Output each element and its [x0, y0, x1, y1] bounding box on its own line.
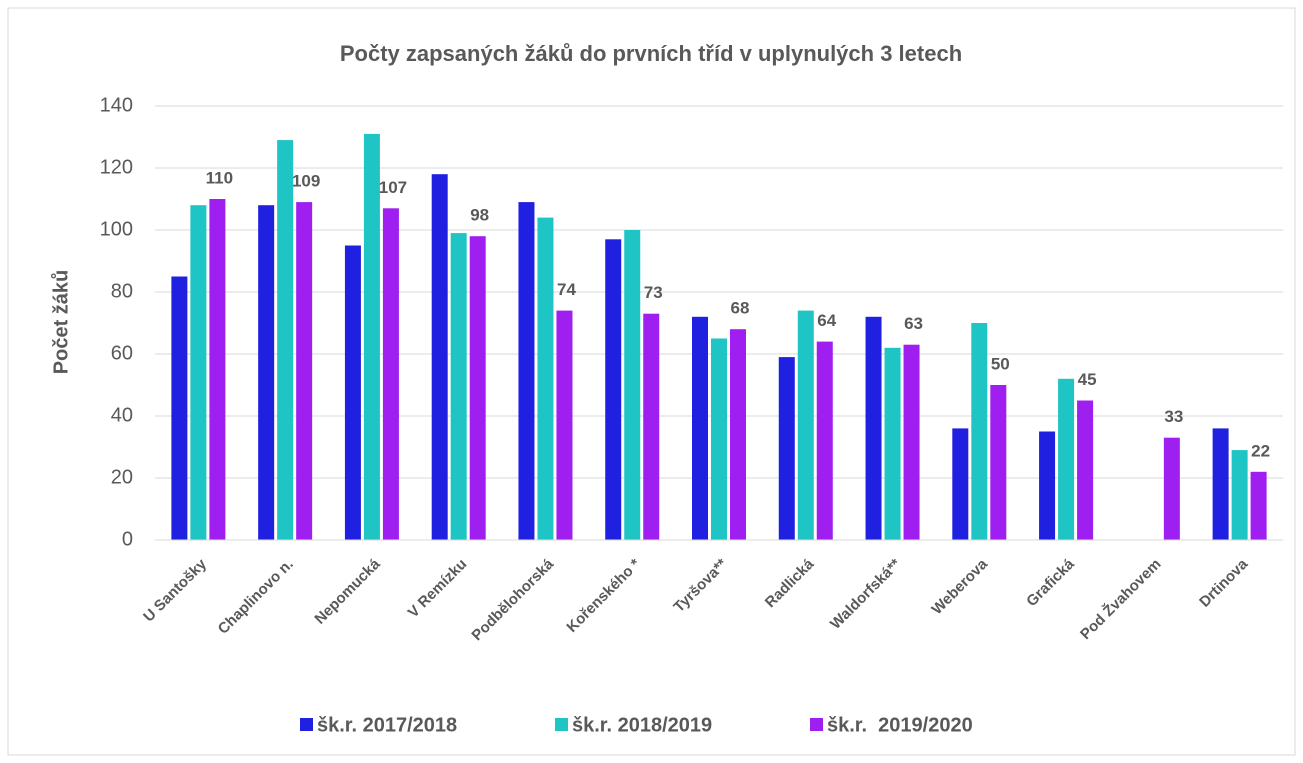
bar: [643, 313, 660, 540]
data-label: 68: [731, 299, 750, 318]
bar: [190, 205, 207, 540]
y-tick-label: 120: [100, 156, 133, 178]
bar: [730, 329, 746, 540]
bar: [363, 133, 380, 540]
bar: [971, 323, 988, 540]
bar: [605, 239, 622, 541]
bar: [556, 310, 573, 540]
y-tick-label: 0: [122, 528, 133, 550]
legend-label: šk.r. 2017/2018: [317, 714, 457, 736]
bar: [1163, 437, 1180, 540]
bar: [344, 245, 361, 540]
y-axis-label: Počet žáků: [50, 270, 72, 374]
bar: [1250, 471, 1267, 540]
data-label: 110: [206, 168, 233, 187]
bar: [258, 205, 275, 540]
data-label: 73: [644, 283, 663, 302]
bar: [450, 233, 467, 540]
bar: [382, 208, 399, 541]
y-tick-label: 140: [100, 94, 133, 116]
bar: [816, 341, 833, 540]
bar: [171, 276, 188, 540]
chart-title: Počty zapsaných žáků do prvních tříd v u…: [340, 41, 962, 66]
bar: [1077, 400, 1094, 540]
data-label: 22: [1251, 441, 1270, 460]
bar: [797, 310, 814, 540]
bar: [277, 140, 294, 540]
y-tick-label: 100: [100, 218, 133, 240]
data-label: 50: [991, 354, 1010, 373]
bar: [624, 230, 641, 540]
bar: [711, 338, 727, 540]
bar: [1039, 431, 1056, 540]
data-label: 98: [470, 206, 489, 225]
bar: [990, 385, 1007, 540]
bar: [1231, 450, 1248, 540]
bar: [778, 357, 795, 540]
bar: [1058, 378, 1075, 540]
legend-swatch: [300, 718, 313, 731]
data-label: 74: [557, 280, 576, 299]
bar: [884, 347, 901, 540]
y-tick-label: 40: [111, 404, 133, 426]
data-label: 33: [1164, 407, 1183, 426]
legend-swatch: [555, 718, 568, 731]
data-label: 64: [817, 311, 836, 330]
bar: [209, 199, 226, 540]
bar: [865, 316, 882, 540]
bar: [1212, 428, 1229, 540]
bar: [431, 174, 448, 540]
bar: [296, 202, 313, 540]
data-label: 63: [904, 314, 923, 333]
bar: [903, 344, 920, 540]
y-tick-label: 20: [111, 466, 133, 488]
bar: [537, 217, 554, 540]
y-tick-label: 80: [111, 280, 133, 302]
legend-swatch: [810, 718, 823, 731]
bar: [692, 316, 708, 540]
y-tick-label: 60: [111, 342, 133, 364]
data-label: 45: [1078, 370, 1097, 389]
bar: [518, 202, 535, 540]
legend-label: šk.r. 2019/2020: [827, 714, 973, 736]
legend-label: šk.r. 2018/2019: [572, 714, 712, 736]
bar: [469, 236, 486, 540]
bar: [952, 428, 969, 540]
data-label: 109: [292, 172, 320, 191]
data-label: 107: [379, 178, 407, 197]
